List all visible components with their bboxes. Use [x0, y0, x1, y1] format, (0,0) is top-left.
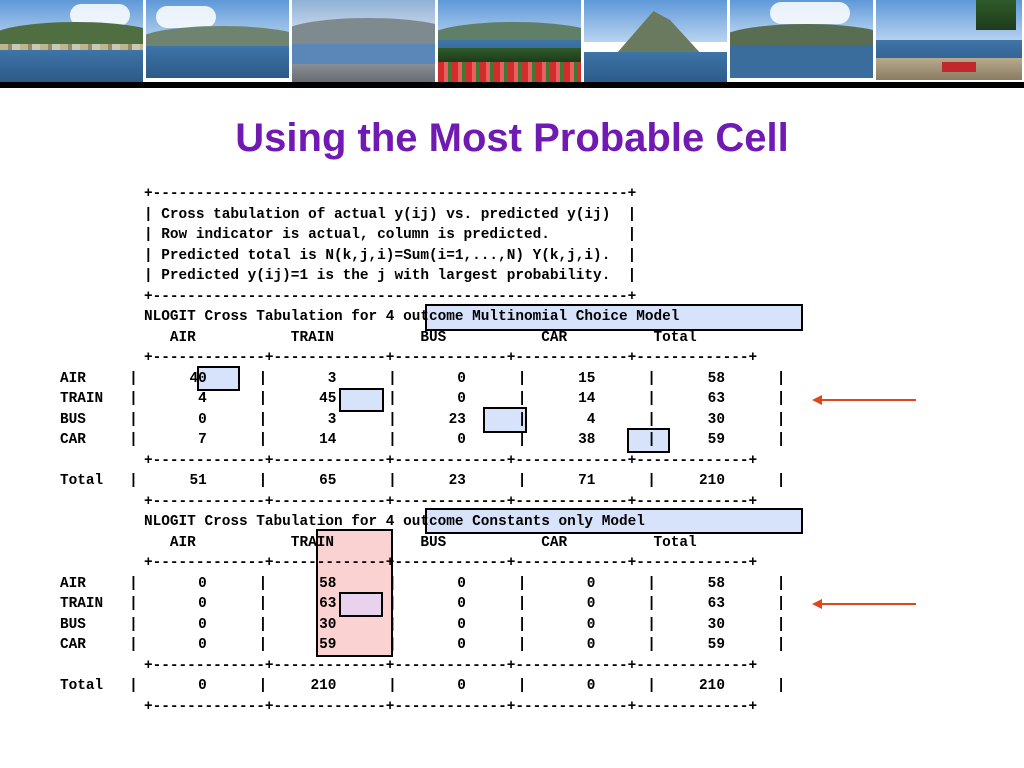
- table2-separator: +-------------+-------------+-----------…: [144, 555, 758, 571]
- cell-bus-bus-highlight: [483, 407, 527, 433]
- table1-row-train: TRAIN | 4 | 45 | 0 | 14 | 63 |: [60, 391, 786, 407]
- cell-train-train-highlight: [339, 388, 384, 412]
- table2-separator: +-------------+-------------+-----------…: [144, 657, 758, 674]
- waterfront-bench-photo: [876, 0, 1022, 82]
- table1-column-headers: AIR TRAIN BUS CAR Total: [144, 329, 697, 346]
- model2-caption-highlight: [425, 508, 803, 534]
- hillside-village-photo: [0, 0, 143, 82]
- table1-total-row: Total | 51 | 65 | 23 | 71 | 210 |: [60, 473, 786, 489]
- table1-row-bus: BUS | 0 | 3 | 23 | 4 | 30 |: [60, 411, 786, 428]
- table2-row-train: TRAIN | 0 | 63 | 0 | 0 | 63 |: [60, 596, 786, 612]
- slide-title: Using the Most Probable Cell: [235, 116, 789, 160]
- table1-row-air: AIR | 40 | 3 | 0 | 15 | 58 |: [60, 370, 786, 387]
- lake-city-photo: [146, 0, 289, 82]
- mountain-lake-photo: [584, 0, 727, 82]
- table2-separator: +-------------+-------------+-----------…: [144, 698, 758, 715]
- cell-train-train-constants-highlight: [339, 592, 383, 617]
- lake-valley-photo: [730, 0, 873, 82]
- table2-row-air: AIR | 0 | 58 | 0 | 0 | 58 |: [60, 575, 786, 592]
- cell-car-car-highlight: [627, 428, 670, 453]
- table1-caption: NLOGIT Cross Tabulation for 4 outcome Mu…: [144, 309, 680, 325]
- garden-flowers-photo: [438, 0, 581, 82]
- table2-column-headers: AIR TRAIN BUS CAR Total: [144, 534, 697, 551]
- model1-caption-highlight: [425, 304, 803, 331]
- table1-row-car: CAR | 7 | 14 | 0 | 38 | 59 |: [60, 432, 786, 448]
- header-box-top-border: +---------------------------------------…: [144, 186, 637, 202]
- table2-row-car: CAR | 0 | 59 | 0 | 0 | 59 |: [60, 637, 786, 653]
- table2-total-row: Total | 0 | 210 | 0 | 0 | 210 |: [60, 678, 786, 694]
- photo-banner: [0, 0, 1024, 82]
- cell-air-air-highlight: [197, 366, 240, 391]
- table2-row-bus: BUS | 0 | 30 | 0 | 0 | 30 |: [60, 616, 786, 633]
- table2-caption: NLOGIT Cross Tabulation for 4 outcome Co…: [144, 514, 645, 530]
- lakeside-promenade-photo: [292, 0, 435, 82]
- header-box-line: | Predicted total is N(k,j,i)=Sum(i=1,..…: [144, 247, 637, 264]
- header-box-line: | Cross tabulation of actual y(ij) vs. p…: [144, 206, 637, 223]
- table1-separator: +-------------+-------------+-----------…: [144, 452, 758, 469]
- header-box-line: | Row indicator is actual, column is pre…: [144, 227, 637, 243]
- table1-separator: +-------------+-------------+-----------…: [144, 493, 758, 510]
- header-box-bottom-border: +---------------------------------------…: [144, 288, 637, 305]
- banner-divider: [0, 82, 1024, 88]
- header-box-line: | Predicted y(ij)=1 is the j with larges…: [144, 268, 637, 284]
- table1-separator: +-------------+-------------+-----------…: [144, 350, 758, 366]
